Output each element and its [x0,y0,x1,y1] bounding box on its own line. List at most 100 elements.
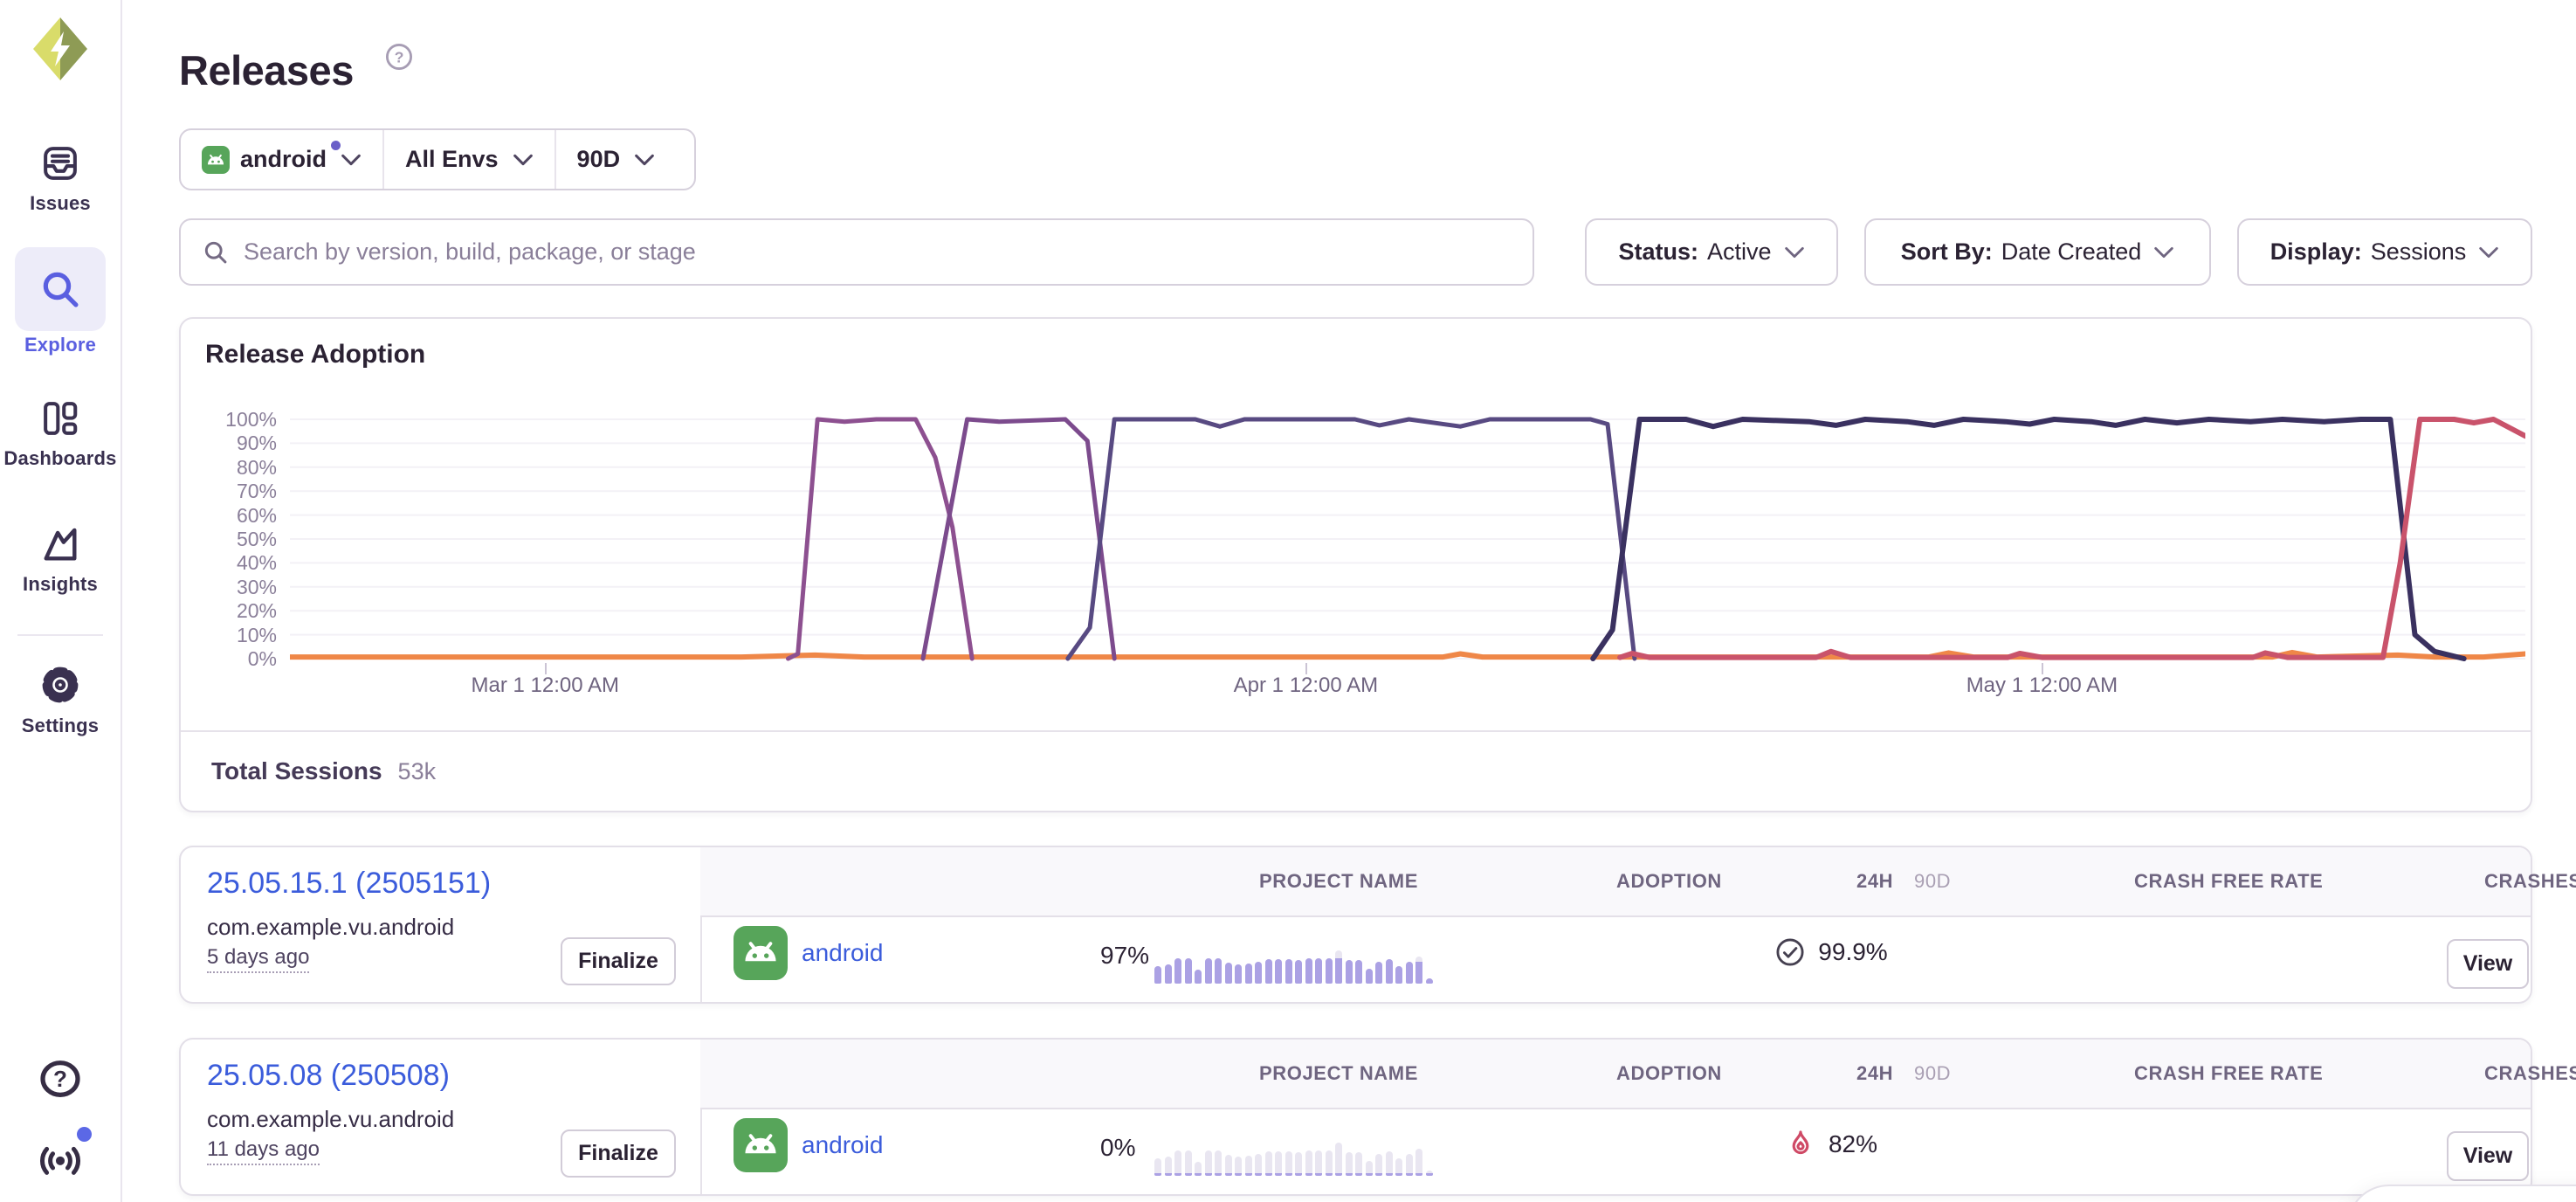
sidebar-item-explore-label[interactable]: Explore [0,325,121,356]
environment-filter-label: All Envs [405,146,499,172]
crashes-count-link[interactable]: 6 [2534,1132,2576,1160]
y-axis-tick: 10% [236,623,277,646]
display-dropdown-prefix: Display: [2269,238,2362,265]
chevron-down-icon [635,154,654,165]
status-dropdown-prefix: Status: [1618,238,1698,265]
search-input[interactable] [242,238,1533,266]
sidebar-help-button[interactable]: ? [0,1057,121,1101]
release-adoption-chart [290,417,2525,661]
series-release-apr-a [1065,417,1637,661]
org-logo[interactable] [30,16,91,82]
android-project-icon [734,1118,788,1172]
y-axis-tick: 60% [236,503,277,527]
sidebar-item-label: Issues [30,192,91,214]
sidebar-item-explore[interactable] [15,247,106,331]
notification-dot [77,1127,92,1142]
release-card: 25.05.08 (250508) com.example.vu.android… [179,1038,2576,1196]
page-title: Releases [179,47,354,94]
sort-dropdown-value: Date Created [2001,238,2142,265]
col-project-name: PROJECT NAME [1259,1062,1418,1084]
sidebar-item-dashboards[interactable]: Dashboards [0,398,121,470]
project-filter-label: android [240,146,327,172]
project-link[interactable]: android [734,1118,883,1172]
sidebar-whats-new-button[interactable] [0,1127,121,1181]
x-axis-tick-mark [545,663,548,674]
sidebar-item-label: Insights [23,573,98,595]
x-axis-tick: Mar 1 12:00 AM [471,674,619,697]
adoption-value: 97% [1100,942,1150,969]
status-dropdown[interactable]: Status: Active [1585,218,1838,286]
sort-dropdown[interactable]: Sort By: Date Created [1864,218,2211,286]
crash-free-cell: 99.9% [1683,936,1980,968]
project-link-label: android [802,1131,884,1158]
finalize-button[interactable]: Finalize [561,1129,676,1178]
series-release-apr-b [1590,417,2467,661]
col-24h: 24H [1856,1062,1894,1084]
total-sessions-label: Total Sessions [211,757,382,784]
col-90d: 90D [1914,1062,1952,1084]
release-version-link[interactable]: 25.05.15.1 (2505151) [207,867,492,900]
y-axis-tick: 40% [236,551,277,575]
insights-icon [0,524,121,564]
project-notification-dot [331,141,341,150]
project-link[interactable]: android [734,926,883,980]
chart-footer: Total Sessions 53k [181,730,2531,811]
col-crash-free-rate: CRASH FREE RATE [2134,1062,2324,1084]
environment-filter[interactable]: All Envs [382,130,554,189]
chevron-down-icon [513,154,533,165]
sidebar-item-label: Explore [24,334,97,356]
chevron-down-icon [2479,246,2499,258]
project-link-label: android [802,939,884,966]
y-axis-tick: 20% [236,599,277,623]
page-filter-bar: android All Envs 90D [179,128,696,190]
sidebar-divider [17,634,103,636]
release-age[interactable]: 5 days ago [207,945,310,973]
date-range-filter[interactable]: 90D [554,130,677,189]
release-table-header: PROJECT NAME ADOPTION 24H 90D CRASH FREE… [700,1040,2576,1109]
release-adoption-card: Release Adoption Total Sessions 53k 100%… [179,317,2532,812]
search-explore-icon [38,267,82,311]
col-90d: 90D [1914,870,1952,892]
view-button[interactable]: View [2447,1131,2529,1181]
dashboards-icon [0,398,121,439]
chart-title: Release Adoption [205,340,426,369]
finalize-button[interactable]: Finalize [561,937,676,985]
y-axis-tick: 80% [236,455,277,479]
release-project-row: android 0% 82% 6 [700,1108,2531,1194]
series-release-mar-a [786,417,975,661]
flame-icon [1785,1129,1816,1160]
view-button[interactable]: View [2447,939,2529,989]
col-crashes: CRASHES [2484,870,2576,892]
release-version-link[interactable]: 25.05.08 (250508) [207,1059,450,1092]
col-crashes: CRASHES [2484,1062,2576,1084]
col-crash-free-rate: CRASH FREE RATE [2134,870,2324,892]
release-age[interactable]: 11 days ago [207,1137,320,1165]
sidebar-item-insights[interactable]: Insights [0,524,121,596]
android-project-icon [734,926,788,980]
check-circle-icon [1774,936,1806,968]
sidebar-item-issues[interactable]: Issues [0,143,121,215]
status-dropdown-value: Active [1706,238,1772,265]
adoption-sparkline [1154,1132,1436,1176]
display-dropdown[interactable]: Display: Sessions [2237,218,2532,286]
svg-text:?: ? [395,49,404,66]
svg-text:?: ? [53,1066,67,1092]
org-logo-icon [33,17,87,80]
release-search [179,218,1534,286]
col-project-name: PROJECT NAME [1259,870,1418,892]
crashes-count-link[interactable]: 4 [2534,940,2576,968]
adoption-value: 0% [1100,1134,1136,1161]
release-package: com.example.vu.android [207,1106,455,1132]
project-filter[interactable]: android [181,130,382,189]
page-help-icon[interactable]: ? [384,42,414,72]
display-dropdown-value: Sessions [2370,238,2467,265]
y-axis-tick: 30% [236,575,277,598]
release-summary-panel: 25.05.08 (250508) com.example.vu.android… [181,1040,702,1194]
sidebar-item-settings[interactable]: Settings [0,664,121,737]
col-adoption: ADOPTION [1616,1062,1722,1084]
series-release-may [1617,417,2525,660]
floating-widget[interactable] [2347,1185,2576,1202]
series-release-mar-b [920,417,1117,661]
x-axis-tick-mark [2042,663,2044,674]
